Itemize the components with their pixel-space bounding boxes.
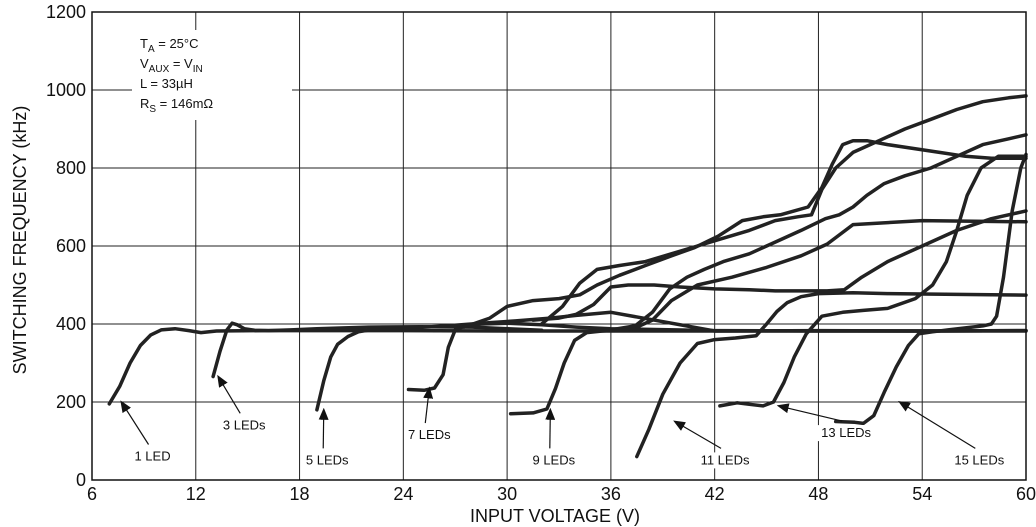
y-tick-label: 1200 xyxy=(46,2,86,22)
annotation-label: 9 LEDs xyxy=(532,452,575,467)
y-tick-label: 800 xyxy=(56,158,86,178)
annotation-label: 7 LEDs xyxy=(408,427,451,442)
condition-rs: RS = 146mΩ xyxy=(140,96,213,115)
y-tick-label: 600 xyxy=(56,236,86,256)
series-line-upper xyxy=(531,209,1028,322)
annotation-label: 1 LED xyxy=(134,449,170,464)
x-tick-label: 6 xyxy=(87,484,97,504)
series-line-upper xyxy=(609,133,1028,332)
annotation-arrow xyxy=(217,374,241,414)
annotation-backdrop xyxy=(219,417,270,434)
series-line xyxy=(833,152,1028,426)
x-tick-label: 18 xyxy=(290,484,310,504)
plot-frame xyxy=(91,11,1027,481)
y-tick-label: 400 xyxy=(56,314,86,334)
x-tick-label: 36 xyxy=(601,484,621,504)
annotation-backdrop xyxy=(528,452,580,469)
series-line xyxy=(406,321,1028,393)
annotation-label: 11 LEDs xyxy=(701,452,750,467)
series-line xyxy=(107,326,1028,406)
annotation-arrow xyxy=(898,400,976,449)
conditions-backdrop xyxy=(132,30,292,120)
x-tick-label: 60 xyxy=(1016,484,1036,504)
annotation-backdrop xyxy=(817,425,876,442)
x-tick-label: 42 xyxy=(705,484,725,504)
label-background-masks xyxy=(131,30,1009,469)
annotation-backdrop xyxy=(696,452,754,469)
annotation-arrow xyxy=(545,407,556,449)
series-line xyxy=(315,310,1028,412)
condition-inductance: L = 33µH xyxy=(140,76,193,91)
y-tick-label: 1000 xyxy=(46,80,86,100)
annotation-arrows: 1 LED 3 LEDs 5 LEDs 7 LEDs 9 LEDs 11 LEDs 13 L… xyxy=(120,374,1005,467)
x-axis-title: INPUT VOLTAGE (V) xyxy=(470,506,640,526)
annotation-backdrop xyxy=(131,448,175,465)
annotation-arrow xyxy=(318,407,329,449)
y-tick-label: 0 xyxy=(76,470,86,490)
series-line-upper xyxy=(539,94,1028,326)
annotation-arrow xyxy=(423,386,434,424)
annotation-label: 13 LEDs xyxy=(821,425,871,440)
annotation-label: 5 LEDs xyxy=(306,452,349,467)
series-line xyxy=(718,154,1028,408)
y-tick-label: 200 xyxy=(56,392,86,412)
x-tick-label: 24 xyxy=(393,484,413,504)
annotation-backdrop xyxy=(302,452,353,469)
annotation-arrow xyxy=(673,420,722,449)
y-axis-title: SWITCHING FREQUENCY (kHz) xyxy=(10,106,30,375)
x-tick-label: 30 xyxy=(497,484,517,504)
condition-vaux: VAUX = VIN xyxy=(140,56,203,75)
condition-ta: TA = 25°C xyxy=(140,36,199,55)
annotation-label: 3 LEDs xyxy=(223,417,266,432)
series-lines xyxy=(107,94,1028,459)
annotation-arrow xyxy=(120,400,150,445)
x-tick-label: 12 xyxy=(186,484,206,504)
series-line xyxy=(508,218,1028,416)
x-tick-label: 54 xyxy=(912,484,932,504)
annotation-label: 15 LEDs xyxy=(954,452,1004,467)
x-tick-label: 48 xyxy=(808,484,828,504)
test-conditions-box: TA = 25°C VAUX = VIN L = 33µH RS = 146mΩ xyxy=(140,36,213,115)
annotation-backdrop xyxy=(404,427,455,444)
series-line-upper xyxy=(462,138,1028,329)
annotation-backdrop xyxy=(950,452,1009,469)
annotation-arrow xyxy=(776,403,843,422)
